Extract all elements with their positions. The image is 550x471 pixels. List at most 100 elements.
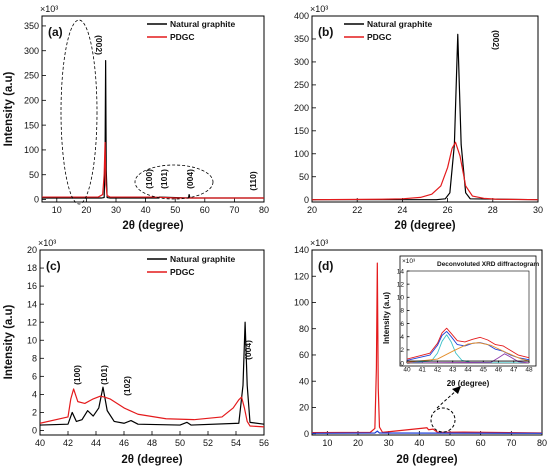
y-tick-label: 2 — [400, 347, 404, 354]
x-tick-label: 42 — [434, 367, 442, 374]
series-line-purple — [407, 353, 529, 363]
y-tick-label: 100 — [294, 298, 309, 308]
panel-d-inset: Deconvoluted XRD diffractogram ×10³ Inte… — [382, 255, 539, 388]
x-tick-label: 52 — [203, 438, 213, 448]
x-tick-label: 46 — [119, 438, 129, 448]
panel-b-frame — [311, 15, 539, 203]
panel-a-annot-101: (101) — [159, 169, 169, 189]
y-tick-label: 200 — [24, 95, 39, 105]
panel-a-xticks: 10 20 30 40 50 60 70 80 — [52, 198, 269, 215]
x-tick-label: 30 — [384, 438, 394, 448]
y-tick-label: 300 — [24, 46, 39, 56]
x-tick-label: 50 — [445, 438, 455, 448]
series-line-pdgc — [40, 388, 264, 428]
y-tick-label: 200 — [294, 103, 309, 113]
series-line-pdgc — [312, 141, 538, 201]
y-tick-label: 0 — [34, 195, 39, 205]
x-tick-label: 48 — [525, 367, 533, 374]
panel-a-annot-002: (002) — [94, 35, 104, 55]
panel-c-multiplier: ×10³ — [38, 238, 56, 248]
x-tick-label: 40 — [414, 438, 424, 448]
y-tick-label: 8 — [32, 353, 37, 363]
legend-natural-label: Natural graphite — [170, 254, 235, 264]
panel-c-annot-004: (004) — [243, 340, 253, 360]
x-tick-label: 22 — [352, 205, 362, 215]
panel-b-xlabel: 2θ (degree) — [394, 220, 455, 232]
panel-c-legend: Natural graphite PDGC — [147, 254, 235, 277]
panel-b-legend: Natural graphite PDGC — [344, 19, 432, 42]
panel-b-label: (b) — [318, 25, 333, 39]
x-tick-label: 50 — [175, 438, 185, 448]
series-line-orange — [407, 342, 529, 363]
y-tick-label: 0 — [32, 426, 37, 436]
inset-multiplier: ×10³ — [402, 258, 416, 265]
y-tick-label: 350 — [24, 21, 39, 31]
x-tick-label: 30 — [533, 205, 543, 215]
y-tick-label: 100 — [24, 145, 39, 155]
y-tick-label: 150 — [294, 126, 309, 136]
y-tick-label: 14 — [397, 268, 405, 275]
panel-c-series — [40, 321, 264, 428]
panel-a-series — [42, 60, 264, 199]
x-tick-label: 20 — [353, 438, 363, 448]
panel-d-multiplier: ×10³ — [310, 238, 328, 248]
legend-natural-label: Natural graphite — [367, 19, 432, 29]
x-tick-label: 48 — [147, 438, 157, 448]
panel-c-annot-100: (100) — [72, 365, 82, 385]
y-tick-label: 14 — [27, 299, 37, 309]
y-tick-label: 18 — [27, 263, 37, 273]
panel-c: ×10³ (c) Intensity (a.u) 2θ (degree) 40 4… — [3, 238, 269, 466]
panel-b-yticks: 0 50 100 150 200 250 300 350 400 — [294, 11, 316, 205]
series-line-pdgc — [42, 141, 264, 199]
x-tick-label: 40 — [35, 438, 45, 448]
panel-b-xticks: 20 22 24 26 28 30 — [307, 198, 543, 215]
panel-c-label: (c) — [46, 259, 61, 273]
inset-yticks: 0 2 4 6 8 10 12 14 — [397, 268, 410, 367]
panel-c-annot-102: (102) — [122, 376, 132, 396]
x-tick-label: 44 — [464, 367, 472, 374]
x-tick-label: 40 — [141, 205, 151, 215]
y-tick-label: 10 — [397, 295, 405, 302]
inset-plot-frame — [406, 270, 530, 364]
inset-ylabel: Intensity (a.u) — [382, 292, 391, 344]
panel-b-series — [312, 33, 538, 201]
y-tick-label: 12 — [27, 317, 37, 327]
y-tick-label: 10 — [27, 335, 37, 345]
panel-c-xticks: 40 42 44 46 48 50 52 54 56 — [35, 431, 269, 448]
x-tick-label: 54 — [231, 438, 241, 448]
y-tick-label: 250 — [24, 71, 39, 81]
x-tick-label: 60 — [476, 438, 486, 448]
y-tick-label: 0 — [304, 195, 309, 205]
panel-a-legend: Natural graphite PDGC — [147, 19, 235, 42]
inset-series — [406, 270, 530, 364]
x-tick-label: 47 — [510, 367, 518, 374]
y-tick-label: 60 — [299, 350, 309, 360]
y-tick-label: 40 — [299, 376, 309, 386]
x-tick-label: 70 — [506, 438, 516, 448]
x-tick-label: 70 — [229, 205, 239, 215]
panel-a-annot-004: (004) — [185, 169, 195, 189]
panel-a-annot-100: (100) — [144, 169, 154, 189]
x-tick-label: 46 — [495, 367, 503, 374]
y-tick-label: 20 — [27, 245, 37, 255]
panel-c-frame — [39, 249, 265, 436]
y-tick-label: 300 — [294, 57, 309, 67]
panel-d: ×10³ (d) 2θ (degree) 10 20 30 40 50 60 70 80 02… — [294, 238, 547, 466]
panel-a-multiplier: ×10³ — [40, 4, 58, 14]
panel-d-frame — [311, 249, 543, 436]
panel-b-annot-002: (002) — [491, 30, 501, 50]
panel-a-frame — [41, 15, 265, 203]
y-tick-label: 12 — [397, 281, 405, 288]
panel-d-xticks: 10 20 30 40 50 60 70 80 — [322, 431, 547, 448]
y-tick-label: 4 — [400, 334, 404, 341]
panel-d-zoom-circle — [430, 407, 456, 433]
x-tick-label: 30 — [111, 205, 121, 215]
legend-pdgc-label: PDGC — [170, 32, 195, 42]
x-tick-label: 28 — [488, 205, 498, 215]
x-tick-label: 50 — [170, 205, 180, 215]
legend-pdgc-label: PDGC — [170, 267, 195, 277]
x-tick-label: 40 — [403, 367, 411, 374]
x-tick-label: 45 — [480, 367, 488, 374]
panel-d-zoom-arrow — [436, 388, 459, 409]
